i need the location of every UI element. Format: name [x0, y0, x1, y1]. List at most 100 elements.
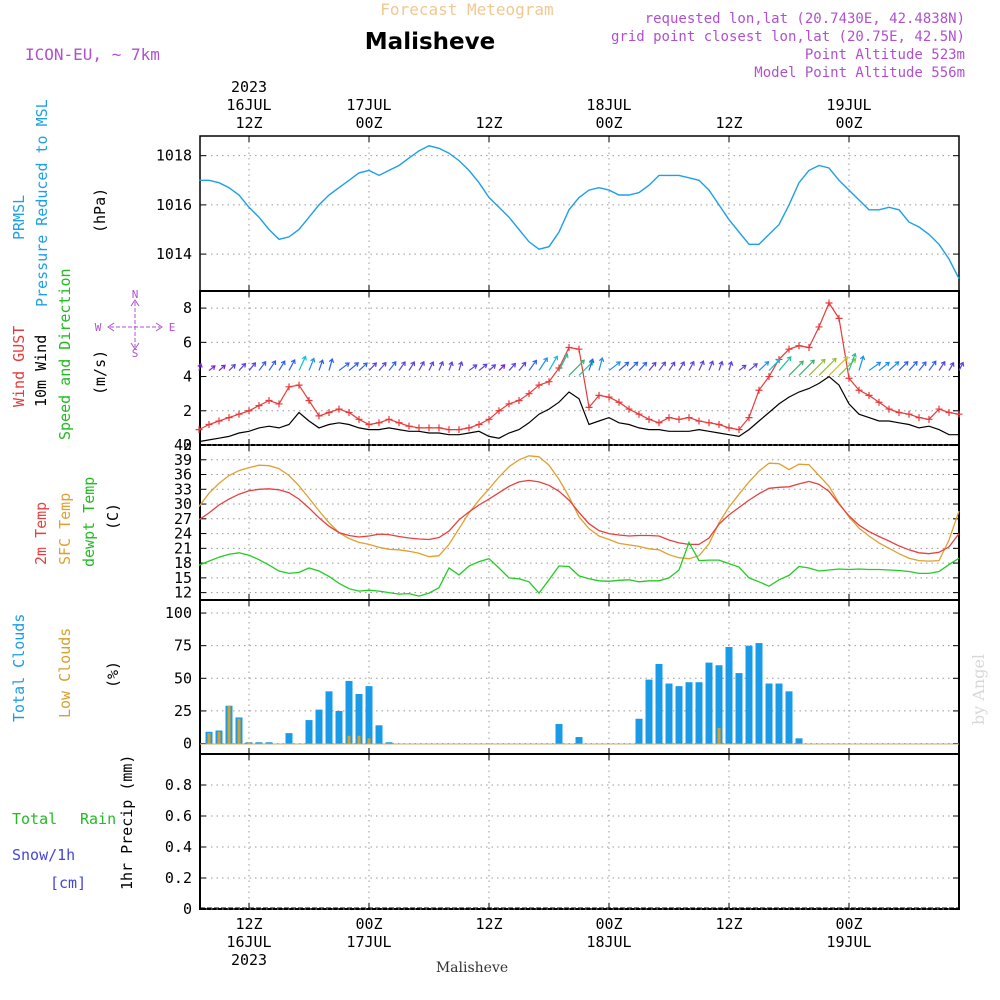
- y-tick-label: 21: [174, 539, 192, 557]
- y-tick-label: 0.6: [165, 807, 192, 825]
- wind-direction-arrow: [758, 361, 769, 372]
- wind-direction-arrow: [358, 362, 368, 372]
- wind-arrowhead: [689, 360, 695, 366]
- wind-direction-arrow: [808, 359, 826, 376]
- gust-marker: [635, 410, 643, 418]
- gust-marker: [875, 398, 883, 406]
- compass-north: N: [132, 288, 139, 301]
- low-cloud-bar: [357, 735, 361, 744]
- y-tick-label: 0: [183, 900, 192, 918]
- gust-marker: [195, 426, 203, 434]
- total-cloud-bar: [775, 683, 783, 744]
- total-cloud-bar: [745, 645, 753, 744]
- pressure-msl-label: Pressure Reduced to MSL: [33, 99, 51, 307]
- gust-marker: [515, 397, 523, 405]
- wind-direction-arrow: [288, 359, 296, 371]
- sfc-temp-label: SFC Temp: [56, 493, 74, 565]
- gust-marker: [615, 398, 623, 406]
- gust-marker: [705, 419, 713, 427]
- total-cloud-bar: [795, 738, 803, 744]
- wind-arrowhead: [482, 363, 488, 369]
- wind-arrowhead: [921, 361, 927, 367]
- gust-marker: [685, 414, 693, 422]
- wind-arrowhead: [553, 355, 559, 361]
- wind-arrowhead: [799, 360, 804, 366]
- gust-marker: [675, 415, 683, 423]
- wind-arrowhead: [439, 360, 445, 366]
- y-tick-label: 36: [174, 466, 192, 484]
- wind-direction-arrow: [698, 360, 704, 371]
- wind-arrowhead: [491, 364, 497, 369]
- temp2m-label: 2m Temp: [32, 502, 50, 565]
- gust-marker: [645, 415, 653, 423]
- gust-marker: [795, 342, 803, 350]
- wind-direction-arrow: [538, 357, 548, 371]
- bottom-time-label: 19JUL: [826, 933, 871, 951]
- wind-arrowhead: [543, 357, 548, 362]
- y-tick-label: 1014: [156, 245, 192, 263]
- y-tick-label: 1016: [156, 196, 192, 214]
- wind-direction-arrow: [778, 356, 792, 371]
- compass-arrowheads: [107, 299, 163, 350]
- wind-direction-arrow: [228, 364, 236, 371]
- total-cloud-bar: [635, 718, 643, 744]
- total-cloud-bar: [685, 682, 693, 744]
- wind-direction-arrow: [448, 361, 453, 371]
- wind-arrowhead: [680, 361, 685, 367]
- wind-direction-arrow: [578, 361, 594, 376]
- bottom-time-label: 12Z: [715, 915, 742, 933]
- wind-arrowhead: [280, 360, 286, 366]
- total-clouds-label: Total Clouds: [10, 614, 28, 722]
- wind-direction-arrow: [668, 361, 676, 371]
- wind-arrowhead: [894, 361, 900, 366]
- precip-labels: Total Rain Snow/1h [cm] 1hr Precip (mm): [12, 755, 136, 892]
- wind-arrowhead: [220, 364, 226, 370]
- gust-marker: [415, 424, 423, 432]
- gust-marker: [375, 419, 383, 427]
- total-cloud-bar: [755, 643, 763, 744]
- gust-marker: [215, 417, 223, 425]
- wind-direction-arrow: [678, 361, 685, 371]
- y-tick-label: 27: [174, 510, 192, 528]
- bottom-time-label: 00Z: [835, 915, 862, 933]
- gust-marker: [695, 417, 703, 425]
- wind-direction-arrow: [418, 361, 425, 371]
- gust-marker: [385, 415, 393, 423]
- wind-arrowhead: [458, 360, 464, 366]
- gust-marker: [865, 391, 873, 399]
- wind-arrowhead: [820, 358, 826, 364]
- wind-direction-arrow: [348, 362, 359, 372]
- wind-direction-arrow: [328, 358, 333, 371]
- gust-marker: [885, 405, 893, 413]
- gust-marker: [445, 426, 453, 434]
- wind-arrowhead: [598, 356, 605, 362]
- wind-arrowhead: [290, 359, 296, 365]
- wind-direction-arrow: [508, 363, 516, 371]
- wind-direction-arrow: [528, 360, 537, 371]
- compass-rose: N S W E: [95, 288, 176, 360]
- gust-marker: [525, 390, 533, 398]
- total-cloud-bar: [325, 691, 333, 744]
- gust-marker: [395, 419, 403, 427]
- top-time-label: 19JUL: [826, 96, 871, 114]
- wind-direction-arrow: [438, 361, 444, 371]
- total-cloud-bar: [645, 679, 653, 744]
- gust-marker: [265, 397, 273, 405]
- gust-marker: [475, 420, 483, 428]
- temperature-panel: [199, 444, 960, 601]
- wind-direction-arrow: [208, 365, 216, 372]
- wind-direction-arrow: [458, 361, 463, 371]
- wind-direction-arrow: [308, 358, 315, 371]
- y-tick-label: 15: [174, 569, 192, 587]
- wind-direction-arrow: [858, 356, 864, 371]
- bottom-time-label: 16JUL: [226, 933, 271, 951]
- gust-marker: [495, 407, 503, 415]
- wind-direction-label: Speed and Direction: [56, 268, 74, 440]
- compass-east: E: [169, 321, 176, 334]
- bottom-time-label: 17JUL: [346, 933, 391, 951]
- gust-marker: [935, 405, 943, 413]
- y-tick-label: 0.8: [165, 776, 192, 794]
- temp-unit: (C): [104, 503, 122, 530]
- wind-arrowhead: [699, 360, 705, 366]
